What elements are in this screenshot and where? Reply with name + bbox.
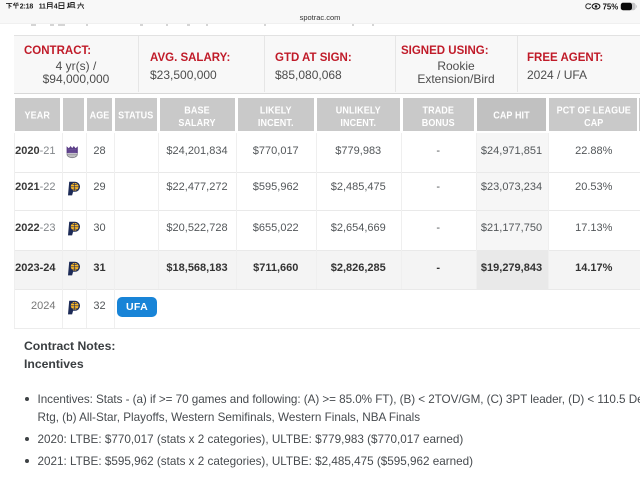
svg-text:4: 4 [54, 3, 58, 10]
svg-text:2:18: 2:18 [20, 3, 34, 10]
svg-text:75%: 75% [603, 2, 619, 11]
svg-text:11: 11 [39, 3, 46, 10]
